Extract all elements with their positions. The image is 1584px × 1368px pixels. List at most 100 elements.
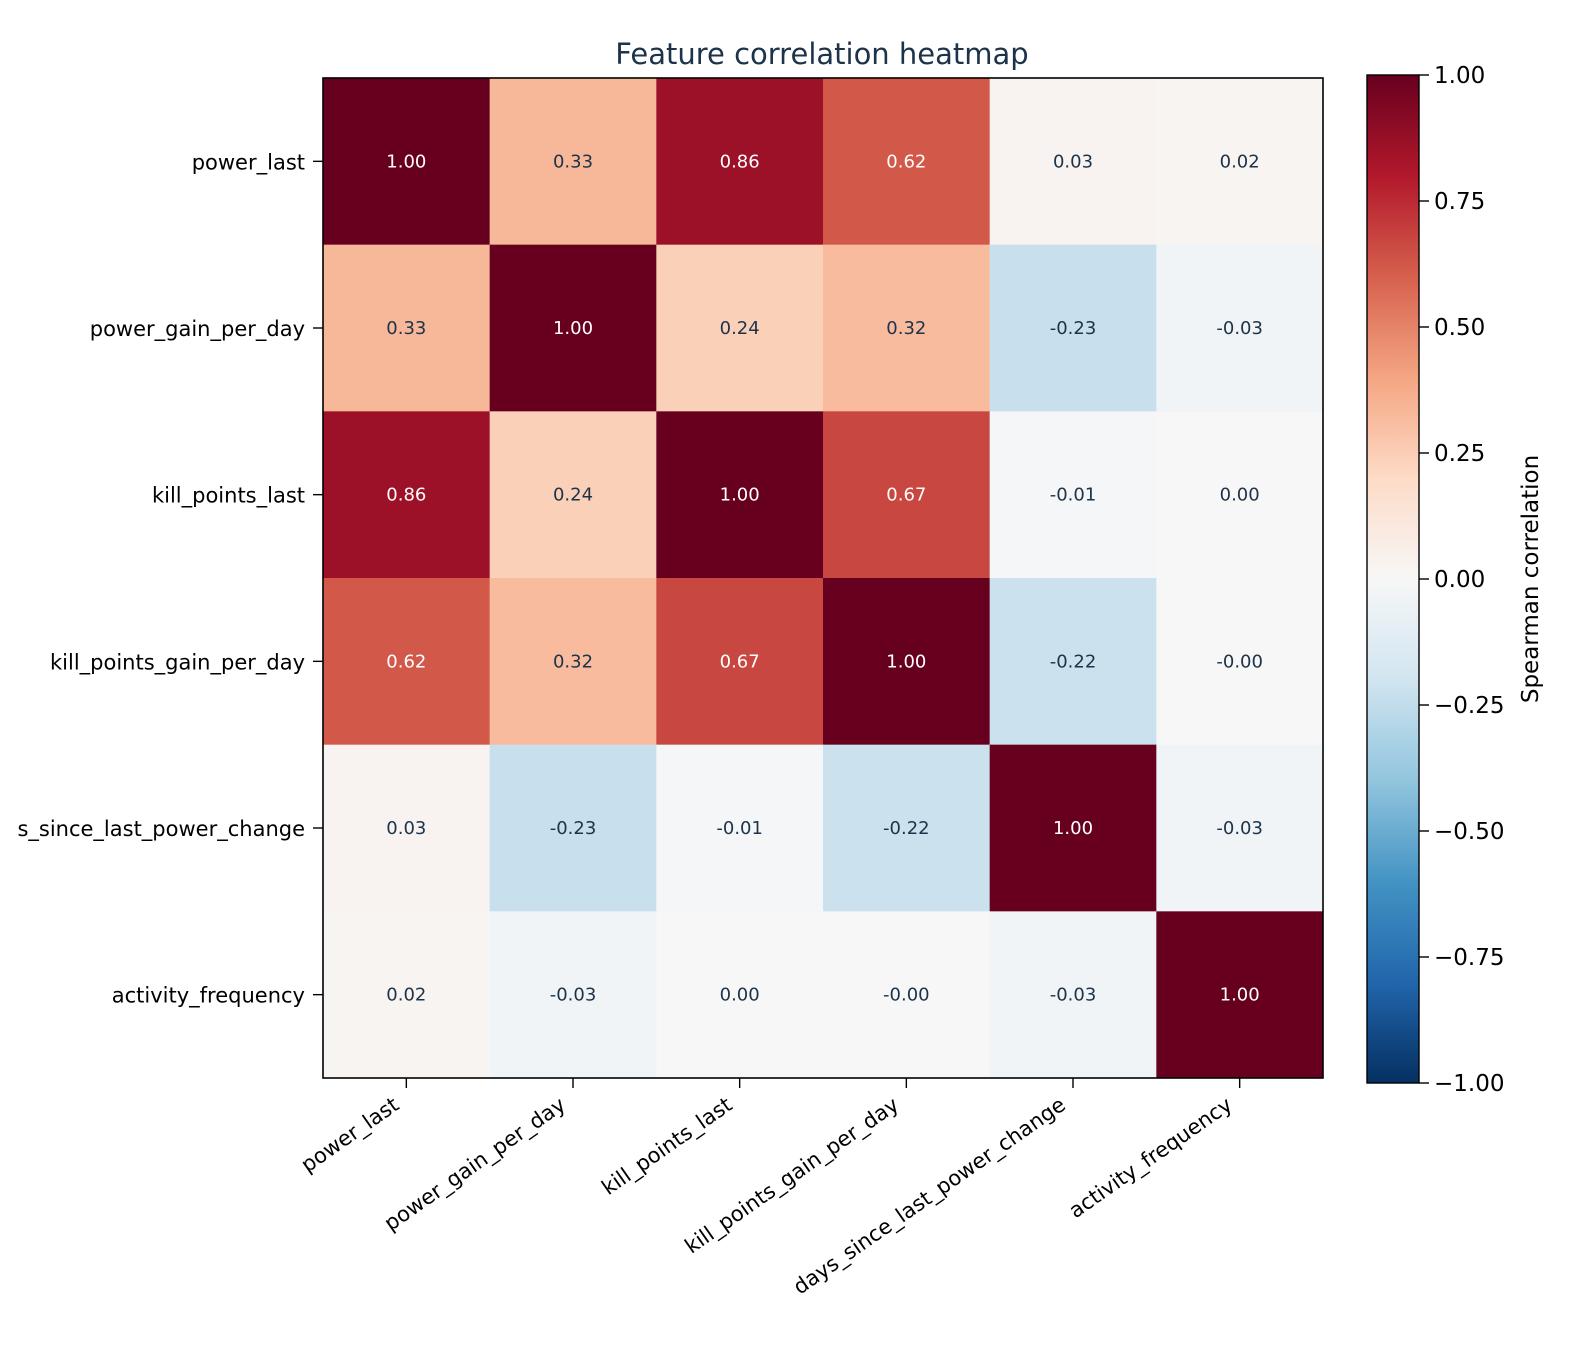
cell-value-label: -0.23 xyxy=(1050,318,1097,339)
y-tick-label: s_since_last_power_change xyxy=(17,817,305,842)
heatmap-cell xyxy=(323,911,491,1079)
heatmap-cell xyxy=(323,744,491,912)
cell-value-label: 0.02 xyxy=(386,985,426,1006)
heatmap-cell xyxy=(656,411,824,579)
heatmap-cell xyxy=(656,78,824,246)
cell-value-label: 0.62 xyxy=(386,651,426,672)
heatmap-cell xyxy=(989,911,1157,1079)
colorbar-tick-label: −0.50 xyxy=(1434,819,1504,845)
cell-value-label: 0.03 xyxy=(1053,151,1093,172)
heatmap-cell xyxy=(489,911,657,1079)
cell-value-label: 1.00 xyxy=(386,151,426,172)
heatmap-cell xyxy=(323,578,491,746)
heatmap-cell xyxy=(656,911,824,1079)
heatmap-cell xyxy=(989,578,1157,746)
heatmap-cell xyxy=(489,744,657,912)
heatmap-cell xyxy=(656,744,824,912)
cell-value-label: -0.03 xyxy=(1050,985,1097,1006)
y-tick-label: activity_frequency xyxy=(112,984,305,1009)
y-tick-label: power_gain_per_day xyxy=(90,317,305,342)
heatmap-cell xyxy=(823,911,991,1079)
cell-value-label: 1.00 xyxy=(886,651,926,672)
colorbar-gradient xyxy=(1366,74,1420,1084)
colorbar-tick-label: −0.25 xyxy=(1434,693,1504,719)
heatmap-cell xyxy=(656,578,824,746)
cell-value-label: 0.00 xyxy=(1220,485,1260,506)
heatmap-cell xyxy=(989,244,1157,412)
cell-value-label: 0.02 xyxy=(1220,151,1260,172)
colorbar-tick-label: 0.75 xyxy=(1434,189,1485,215)
x-tick-label: kill_points_last xyxy=(597,1092,737,1200)
colorbar-label: Spearman correlation xyxy=(1518,455,1544,703)
y-tick-label: kill_points_gain_per_day xyxy=(50,650,305,675)
cell-value-label: -0.00 xyxy=(1216,651,1263,672)
y-tick-label: power_last xyxy=(192,150,305,175)
heatmap-cell xyxy=(989,411,1157,579)
heatmap-cell xyxy=(1156,78,1324,246)
heatmap-cell xyxy=(823,244,991,412)
cell-value-label: 0.86 xyxy=(386,485,426,506)
cell-value-label: 0.62 xyxy=(886,151,926,172)
heatmap-cell xyxy=(823,578,991,746)
cell-value-label: 1.00 xyxy=(1220,985,1260,1006)
cell-value-label: -0.03 xyxy=(1216,318,1263,339)
cell-value-label: 1.00 xyxy=(720,485,760,506)
cell-value-label: 0.24 xyxy=(553,485,593,506)
x-tick-label: power_gain_per_day xyxy=(380,1092,571,1236)
y-axis-ticks: power_last power_gain_per_day kill_points_… xyxy=(17,150,323,1009)
colorbar-tick-label: 0.00 xyxy=(1434,567,1485,593)
cell-value-label: -0.01 xyxy=(716,818,763,839)
cell-value-label: -0.03 xyxy=(1216,818,1263,839)
heatmap-cell xyxy=(323,78,491,246)
cell-value-label: 0.32 xyxy=(553,651,593,672)
cell-value-label: 0.33 xyxy=(553,151,593,172)
cell-value-label: 0.67 xyxy=(886,485,926,506)
cell-value-label: -0.22 xyxy=(883,818,930,839)
x-tick-label: power_last xyxy=(297,1092,404,1177)
cell-value-label: -0.00 xyxy=(883,985,930,1006)
chart-title: Feature correlation heatmap xyxy=(615,37,1028,71)
cell-value-label: 0.67 xyxy=(720,651,760,672)
colorbar: 1.00 0.75 0.50 0.25 0.00 −0.25 −0.50 −0.75 −1.00 xyxy=(1366,63,1504,1097)
cell-value-label: -0.03 xyxy=(550,985,597,1006)
heatmap-cell xyxy=(489,578,657,746)
cell-value-label: 1.00 xyxy=(1053,818,1093,839)
cell-value-label: -0.01 xyxy=(1050,485,1097,506)
heatmap-cell xyxy=(1156,244,1324,412)
heatmap-cell xyxy=(989,744,1157,912)
plot-frame xyxy=(322,77,1324,1079)
cell-value-label: 0.86 xyxy=(720,151,760,172)
heatmap-cell xyxy=(1156,744,1324,912)
heatmap-cell xyxy=(823,78,991,246)
y-tick-label: kill_points_last xyxy=(152,484,305,509)
x-tick-label: days_since_last_power_change xyxy=(789,1092,1071,1300)
cell-value-label: 1.00 xyxy=(553,318,593,339)
cell-value-label: 0.00 xyxy=(720,985,760,1006)
colorbar-tick-label: −1.00 xyxy=(1434,1071,1504,1097)
cell-value-label: 0.33 xyxy=(386,318,426,339)
heatmap-cell xyxy=(323,244,491,412)
cell-value-label: 0.24 xyxy=(720,318,760,339)
heatmap-cell-labels: 1.00 0.33 0.86 0.62 0.03 0.02 0.33 1.00 0.24 0.32… xyxy=(386,151,1263,1005)
heatmap-cell xyxy=(823,744,991,912)
colorbar-tick-label: −0.75 xyxy=(1434,945,1504,971)
cell-value-label: -0.23 xyxy=(550,818,597,839)
heatmap-cell xyxy=(656,244,824,412)
heatmap-cell xyxy=(489,78,657,246)
heatmap-cell xyxy=(1156,911,1324,1079)
heatmap-cells xyxy=(323,78,1324,1079)
cell-value-label: 0.03 xyxy=(386,818,426,839)
heatmap-cell xyxy=(489,411,657,579)
colorbar-tick-label: 0.25 xyxy=(1434,441,1485,467)
heatmap-cell xyxy=(1156,578,1324,746)
cell-value-label: 0.32 xyxy=(886,318,926,339)
heatmap-cell xyxy=(489,244,657,412)
colorbar-tick-label: 0.50 xyxy=(1434,315,1485,341)
heatmap-cell xyxy=(989,78,1157,246)
heatmap-cell xyxy=(1156,411,1324,579)
colorbar-tick-label: 1.00 xyxy=(1434,63,1485,89)
cell-value-label: -0.22 xyxy=(1050,651,1097,672)
x-tick-label: activity_frequency xyxy=(1064,1092,1237,1223)
